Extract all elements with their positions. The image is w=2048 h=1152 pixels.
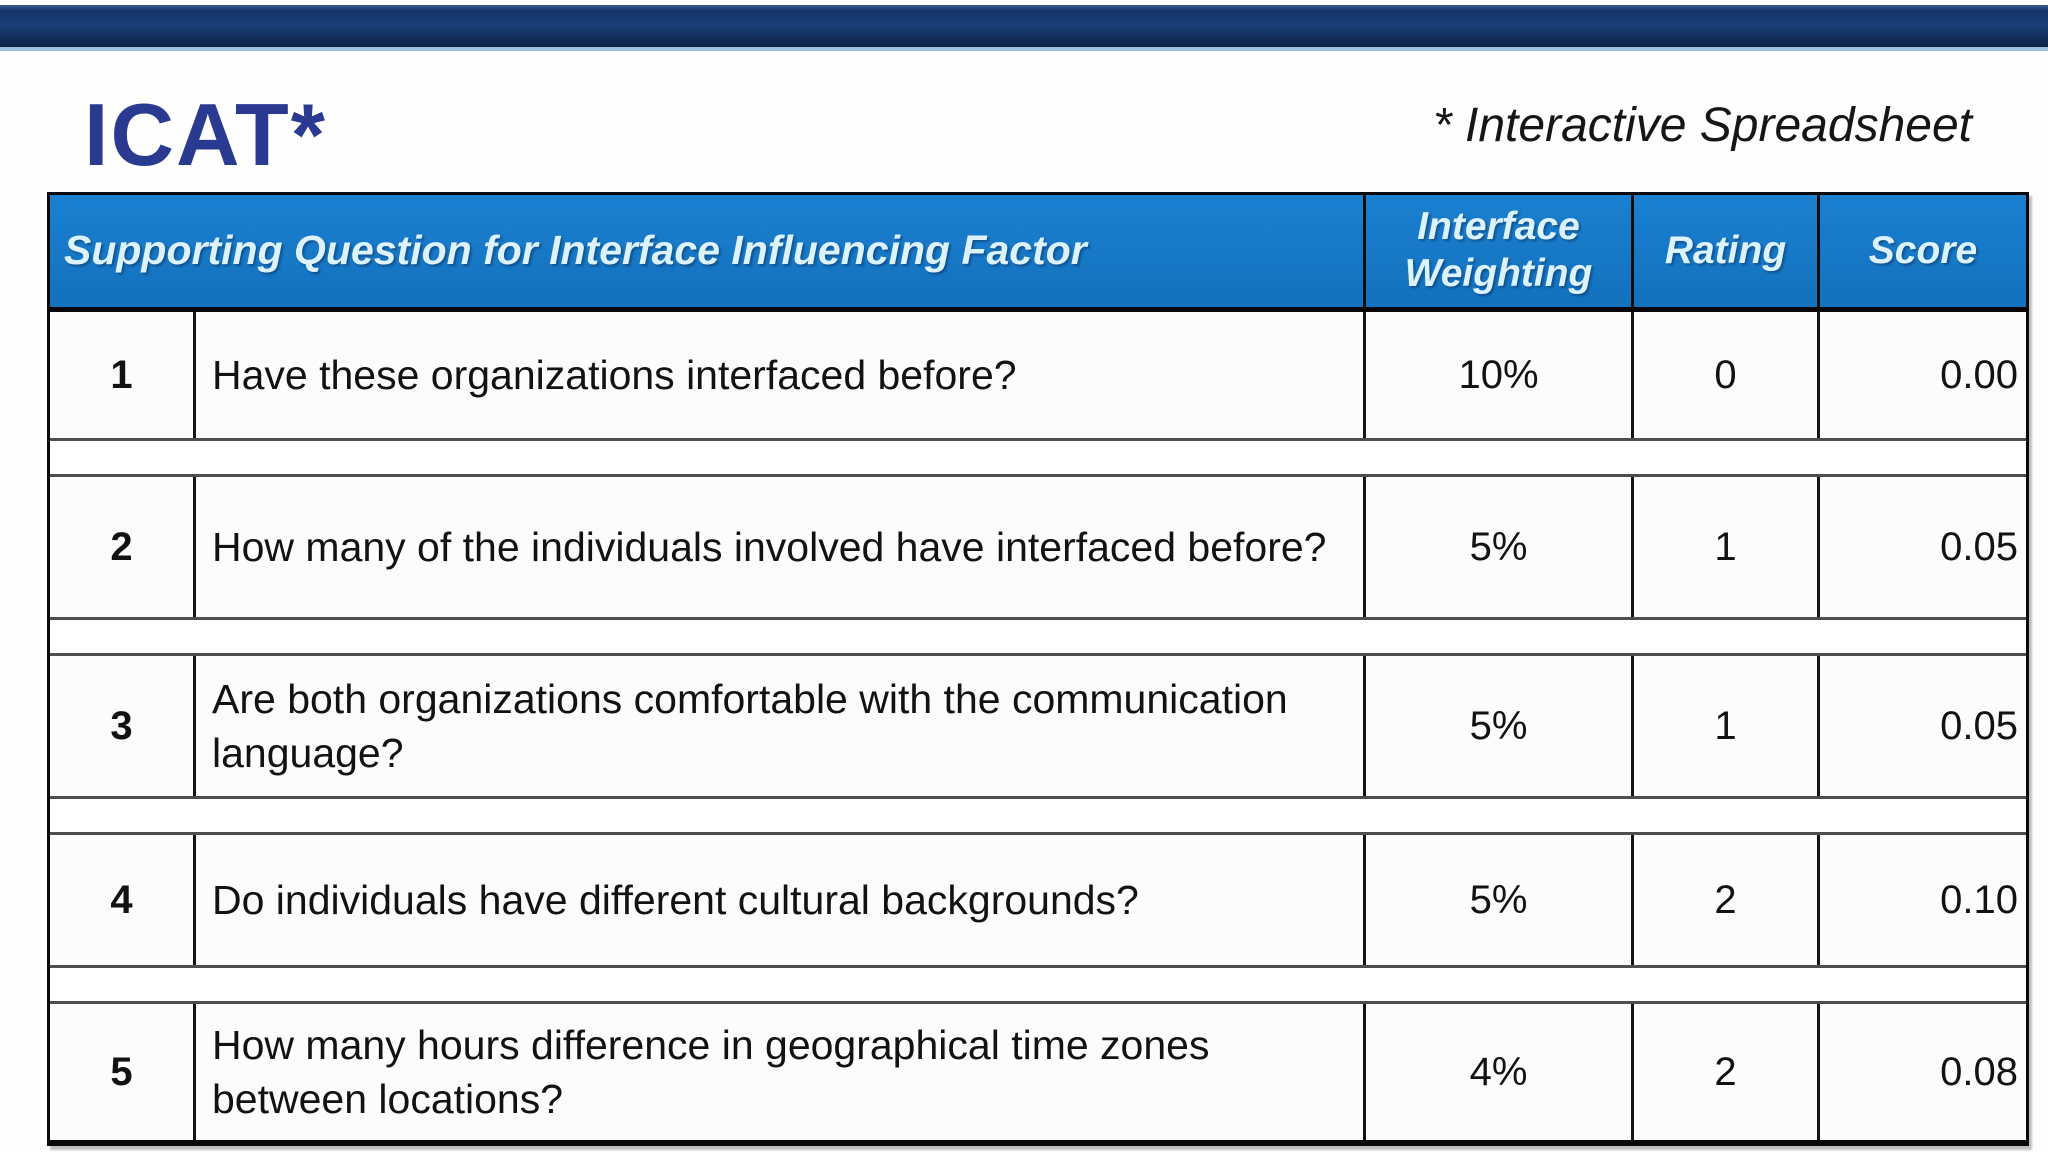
row-spacer xyxy=(50,965,2026,1004)
score-cell: 0.10 xyxy=(1820,835,2026,965)
score-cell: 0.05 xyxy=(1820,477,2026,617)
rating-cell: 0 xyxy=(1634,312,1820,438)
weighting-cell: 5% xyxy=(1366,477,1634,617)
weighting-cell: 5% xyxy=(1366,835,1634,965)
row-number-cell: 3 xyxy=(50,656,196,796)
column-header-rating: Rating xyxy=(1634,195,1820,312)
row-number-cell: 4 xyxy=(50,835,196,965)
rating-cell: 1 xyxy=(1634,656,1820,796)
column-header-question: Supporting Question for Interface Influe… xyxy=(50,195,1366,312)
rating-cell: 2 xyxy=(1634,1004,1820,1140)
top-bar-decoration xyxy=(0,5,2048,51)
footnote-interactive-spreadsheet: * Interactive Spreadsheet xyxy=(1433,99,1972,152)
question-cell: Are both organizations comfortable with … xyxy=(196,656,1366,796)
row-spacer xyxy=(50,617,2026,656)
column-header-interface-weighting: Interface Weighting xyxy=(1366,195,1634,312)
row-number-cell: 1 xyxy=(50,312,196,438)
row-spacer xyxy=(50,438,2026,477)
icat-table: Supporting Question for Interface Influe… xyxy=(47,192,2029,1146)
rating-cell: 2 xyxy=(1634,835,1820,965)
row-number-cell: 5 xyxy=(50,1004,196,1140)
rating-cell: 1 xyxy=(1634,477,1820,617)
score-cell: 0.00 xyxy=(1820,312,2026,438)
question-cell: Do individuals have different cultural b… xyxy=(196,835,1366,965)
page-title: ICAT* xyxy=(84,85,328,184)
weighting-cell: 10% xyxy=(1366,312,1634,438)
question-cell: How many of the individuals involved hav… xyxy=(196,477,1366,617)
score-cell: 0.08 xyxy=(1820,1004,2026,1140)
row-number-cell: 2 xyxy=(50,477,196,617)
question-cell: Have these organizations interfaced befo… xyxy=(196,312,1366,438)
weighting-cell: 4% xyxy=(1366,1004,1634,1140)
row-spacer xyxy=(50,796,2026,835)
score-cell: 0.05 xyxy=(1820,656,2026,796)
weighting-cell: 5% xyxy=(1366,656,1634,796)
question-cell: How many hours difference in geographica… xyxy=(196,1004,1366,1140)
column-header-score: Score xyxy=(1820,195,2026,312)
